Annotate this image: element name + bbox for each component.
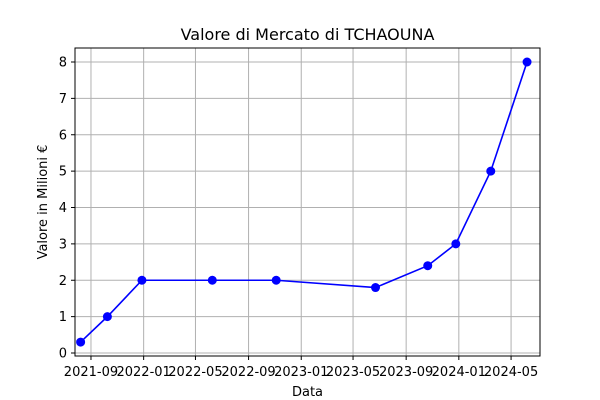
data-point xyxy=(522,57,532,67)
x-tick-label: 2023-09 xyxy=(379,365,433,380)
y-tick-label: 0 xyxy=(59,347,67,362)
axis-ticks: 0123456782021-092022-012022-052022-09202… xyxy=(59,56,539,381)
x-tick-label: 2024-01 xyxy=(432,365,486,380)
x-axis-label: Data xyxy=(292,385,323,400)
series-line xyxy=(80,61,528,343)
data-point xyxy=(207,275,217,285)
data-point xyxy=(137,275,147,285)
grid xyxy=(75,48,540,356)
x-tick-label: 2022-01 xyxy=(116,365,170,380)
data-point xyxy=(371,283,381,293)
x-tick-label: 2022-05 xyxy=(168,365,222,380)
y-tick-label: 1 xyxy=(59,310,67,325)
data-point xyxy=(102,312,112,322)
y-tick-label: 7 xyxy=(59,92,67,107)
data-point xyxy=(451,239,461,249)
y-tick-label: 5 xyxy=(59,165,67,180)
x-tick-label: 2021-09 xyxy=(64,365,118,380)
y-axis-label: Valore in Milioni € xyxy=(36,145,51,260)
x-tick-label: 2023-05 xyxy=(326,365,380,380)
data-point xyxy=(423,261,433,271)
y-tick-label: 4 xyxy=(59,201,67,216)
series-layer xyxy=(76,57,532,347)
x-tick-label: 2023-01 xyxy=(274,365,328,380)
data-point xyxy=(271,275,281,285)
y-tick-label: 3 xyxy=(59,237,67,252)
y-tick-label: 8 xyxy=(59,56,67,71)
data-point xyxy=(486,166,496,176)
chart-title: Valore di Mercato di TCHAOUNA xyxy=(181,25,435,44)
x-tick-label: 2022-09 xyxy=(221,365,275,380)
y-tick-label: 6 xyxy=(59,128,67,143)
plot-frame xyxy=(74,47,541,357)
x-tick-label: 2024-05 xyxy=(484,365,538,380)
data-point xyxy=(76,337,86,347)
y-tick-label: 2 xyxy=(59,274,67,289)
